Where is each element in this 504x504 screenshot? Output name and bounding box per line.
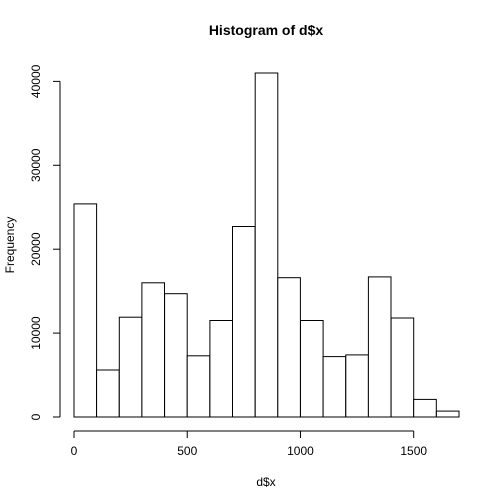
x-tick-label: 1000	[287, 444, 314, 458]
histogram-bar	[435, 410, 460, 418]
histogram-bar	[322, 356, 347, 418]
chart-title: Histogram of d$x	[209, 22, 324, 38]
x-axis: 0 500 1000 1500	[71, 430, 427, 458]
histogram-bar	[300, 320, 324, 418]
y-tick-label: 30000	[29, 148, 43, 182]
histogram-bar	[390, 317, 415, 418]
histogram-bar	[254, 72, 279, 418]
x-tick-label: 0	[71, 444, 78, 458]
histogram-bar	[164, 293, 188, 418]
y-axis: 0 10000 20000 30000 40000	[29, 64, 61, 420]
y-tick-label: 10000	[29, 316, 43, 350]
histogram-bar	[367, 276, 392, 418]
histogram-bar	[345, 354, 369, 418]
histogram-bar	[413, 398, 437, 418]
histogram-bar	[96, 369, 120, 418]
histogram-bar	[209, 320, 233, 418]
x-axis-label: d$x	[256, 475, 275, 489]
histogram-bar	[73, 203, 98, 418]
y-axis-label: Frequency	[3, 217, 17, 274]
histogram-bar	[186, 355, 211, 418]
y-tick-label: 0	[29, 413, 43, 420]
y-tick-label: 40000	[29, 64, 43, 98]
histogram-bar	[118, 316, 143, 418]
histogram-bar	[277, 277, 301, 418]
histogram-bar	[141, 282, 165, 418]
bars-group	[73, 72, 460, 418]
x-tick-label: 500	[177, 444, 197, 458]
histogram-bar	[232, 226, 256, 418]
x-tick-label: 1500	[400, 444, 427, 458]
y-tick-label: 20000	[29, 232, 43, 266]
